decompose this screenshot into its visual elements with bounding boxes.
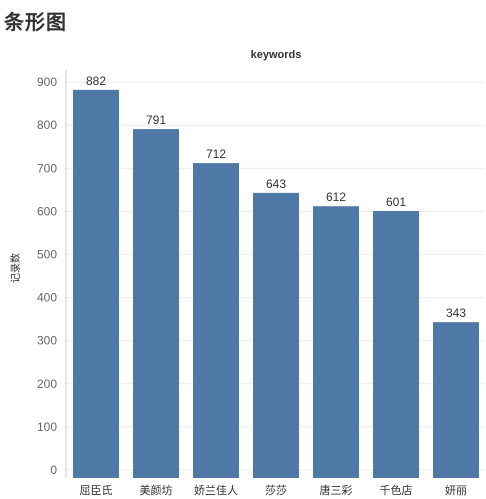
y-tick-label-300: 300 bbox=[37, 334, 57, 348]
data-label-4: 612 bbox=[326, 190, 346, 204]
category-label-1: 美颜坊 bbox=[140, 483, 173, 497]
bar-1 bbox=[133, 129, 179, 479]
bar-4 bbox=[313, 206, 359, 478]
category-labels: 屈臣氏 美颜坊 娇兰佳人 莎莎 唐三彩 千色店 妍丽 bbox=[80, 483, 468, 497]
data-label-1: 791 bbox=[146, 113, 166, 127]
page-title: 条形图 bbox=[4, 10, 67, 34]
y-tick-label-900: 900 bbox=[37, 75, 57, 89]
y-tick-label-100: 100 bbox=[37, 420, 57, 434]
bar-5 bbox=[373, 210, 419, 478]
category-label-5: 千色店 bbox=[380, 483, 413, 497]
chart-title: keywords bbox=[251, 49, 302, 61]
bar-2 bbox=[193, 163, 239, 479]
y-tick-label-700: 700 bbox=[37, 161, 57, 175]
data-label-5: 601 bbox=[386, 195, 406, 209]
bar-3 bbox=[253, 192, 299, 478]
data-labels: 882 791 712 643 612 601 343 bbox=[86, 74, 466, 320]
y-tick-label-400: 400 bbox=[37, 291, 57, 305]
bar-6 bbox=[433, 322, 479, 478]
y-axis-label: 记录数 bbox=[9, 253, 22, 283]
category-label-6: 妍丽 bbox=[445, 483, 467, 497]
y-tick-label-600: 600 bbox=[37, 204, 57, 218]
y-tick-label-0: 0 bbox=[50, 463, 57, 477]
bar-0 bbox=[73, 89, 119, 478]
y-tick-label-800: 800 bbox=[37, 118, 57, 132]
data-label-6: 343 bbox=[446, 306, 466, 320]
category-label-3: 莎莎 bbox=[265, 483, 287, 497]
data-label-3: 643 bbox=[266, 177, 286, 191]
category-label-4: 唐三彩 bbox=[320, 483, 353, 497]
y-tick-label-500: 500 bbox=[37, 248, 57, 262]
y-axis-ticks: 0 100 200 300 400 500 600 700 800 900 bbox=[37, 75, 57, 477]
data-label-2: 712 bbox=[206, 147, 226, 161]
bars bbox=[73, 89, 479, 479]
data-label-0: 882 bbox=[86, 74, 106, 88]
category-label-0: 屈臣氏 bbox=[80, 484, 113, 497]
y-tick-label-200: 200 bbox=[37, 377, 57, 391]
category-label-2: 娇兰佳人 bbox=[194, 483, 238, 497]
